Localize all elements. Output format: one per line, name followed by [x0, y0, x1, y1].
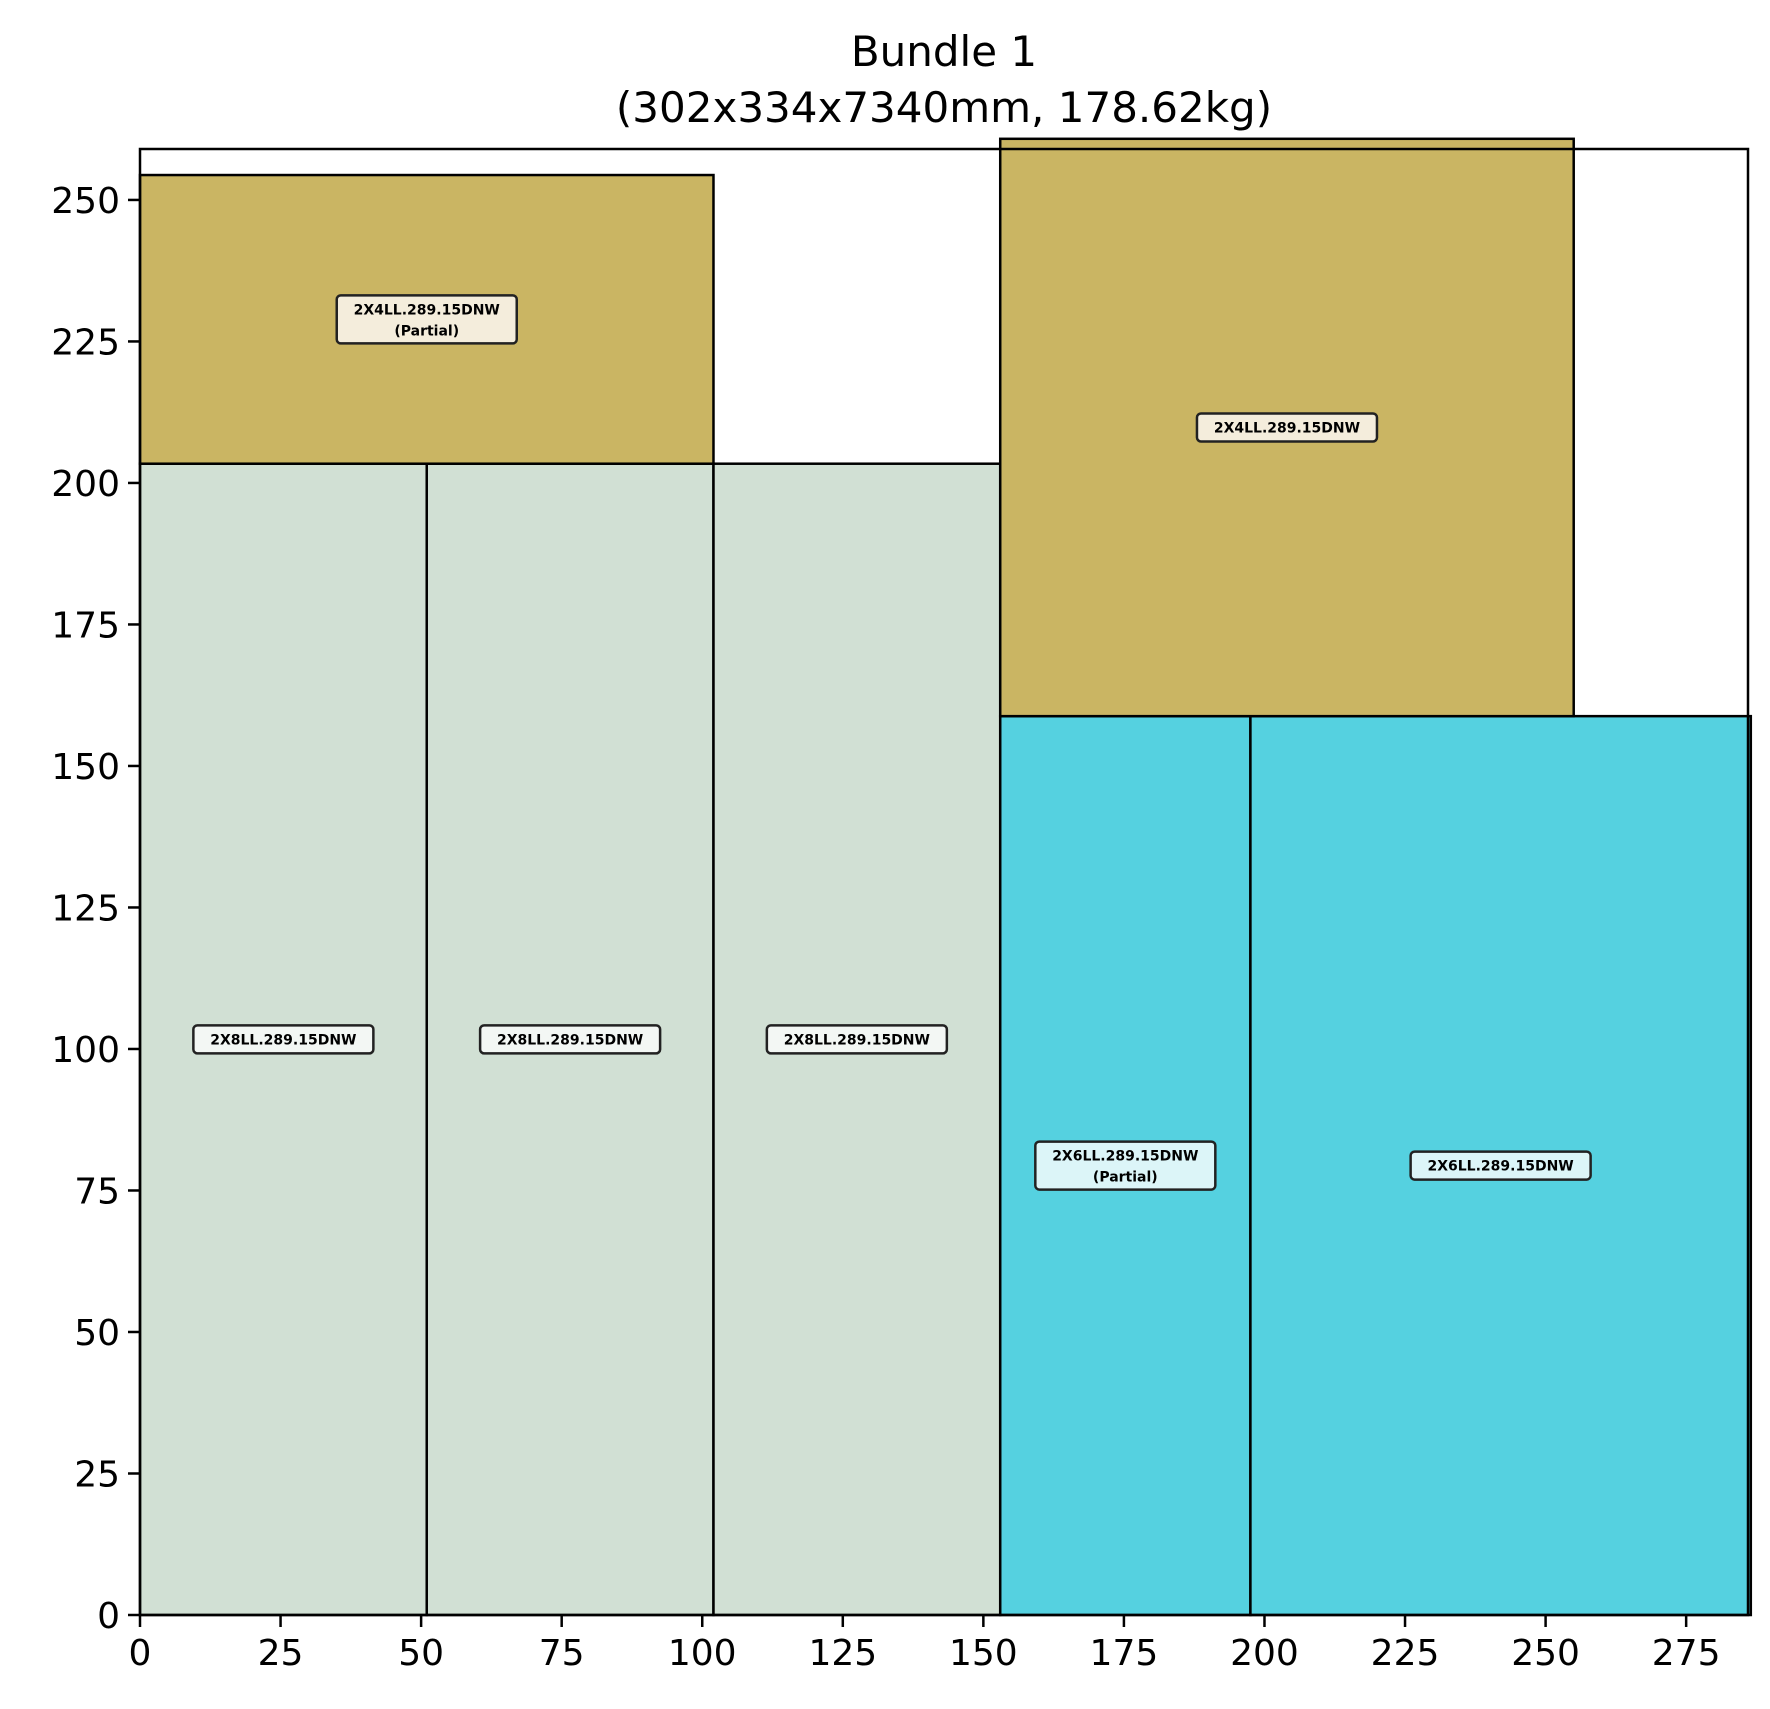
item-label-box — [765, 1024, 949, 1055]
chart-title-line1: Bundle 1 — [851, 27, 1037, 76]
y-tick-label: 0 — [97, 1596, 120, 1637]
item-label: 2X8LL.289.15DNW — [192, 1024, 375, 1055]
y-tick-label: 200 — [51, 464, 120, 505]
item-label-text: 2X8LL.289.15DNW — [497, 1032, 643, 1048]
item-sublabel-text: (Partial) — [1093, 1170, 1158, 1186]
item-label: 2X6LL.289.15DNW — [1409, 1150, 1592, 1181]
item-label-text: 2X8LL.289.15DNW — [210, 1032, 356, 1048]
item-label-box — [192, 1024, 375, 1055]
item-labels-layer: 2X8LL.289.15DNW 2X8LL.289.15DNW 2X8LL.289.… — [192, 294, 1592, 1191]
item-label-box — [1034, 1140, 1217, 1191]
item-label: 2X4LL.289.15DNW — [1195, 412, 1379, 443]
x-tick-label: 275 — [1652, 1633, 1721, 1674]
x-tick-label: 250 — [1511, 1633, 1580, 1674]
item-label-text: 2X4LL.289.15DNW — [354, 302, 500, 318]
y-tick-label: 250 — [51, 181, 120, 222]
x-tick-label: 25 — [258, 1633, 304, 1674]
x-tick-label: 175 — [1090, 1633, 1159, 1674]
x-tick-label: 0 — [129, 1633, 152, 1674]
item-label: 2X6LL.289.15DNW (Partial) — [1034, 1140, 1217, 1191]
y-tick-label: 100 — [51, 1030, 120, 1071]
y-tick-label: 25 — [74, 1454, 120, 1495]
item-label-box — [1409, 1150, 1592, 1181]
y-tick-label: 175 — [51, 605, 120, 646]
y-tick-label: 50 — [74, 1313, 120, 1354]
item-label-text: 2X6LL.289.15DNW — [1427, 1159, 1573, 1175]
item-label-text: 2X6LL.289.15DNW — [1052, 1149, 1198, 1165]
x-tick-label: 200 — [1230, 1633, 1299, 1674]
item-label-box — [478, 1024, 662, 1055]
y-tick-label: 225 — [51, 322, 120, 363]
item-label-text: 2X8LL.289.15DNW — [784, 1032, 930, 1048]
item-label: 2X4LL.289.15DNW (Partial) — [335, 294, 518, 345]
x-tick-label: 225 — [1371, 1633, 1440, 1674]
item-label-box — [335, 294, 518, 345]
item-sublabel-text: (Partial) — [394, 323, 459, 339]
y-axis: 0 25 50 75 100 125 150 175 200 225 250 — [51, 181, 140, 1637]
x-tick-label: 125 — [808, 1633, 877, 1674]
item-label-box — [1195, 412, 1379, 443]
y-tick-label: 75 — [74, 1171, 120, 1212]
y-tick-label: 150 — [51, 747, 120, 788]
item-label: 2X8LL.289.15DNW — [478, 1024, 662, 1055]
item-label-text: 2X4LL.289.15DNW — [1214, 420, 1360, 436]
chart-title-line2: (302x334x7340mm, 178.62kg) — [616, 83, 1272, 132]
x-tick-label: 150 — [949, 1633, 1018, 1674]
x-tick-label: 100 — [668, 1633, 737, 1674]
x-axis: 0 25 50 75 100 125 150 175 200 225 250 275 — [129, 1615, 1721, 1674]
x-tick-label: 50 — [398, 1633, 444, 1674]
item-label: 2X8LL.289.15DNW — [765, 1024, 949, 1055]
x-tick-label: 75 — [539, 1633, 585, 1674]
y-tick-label: 125 — [51, 888, 120, 929]
plot-area-frame — [138, 147, 1750, 1617]
